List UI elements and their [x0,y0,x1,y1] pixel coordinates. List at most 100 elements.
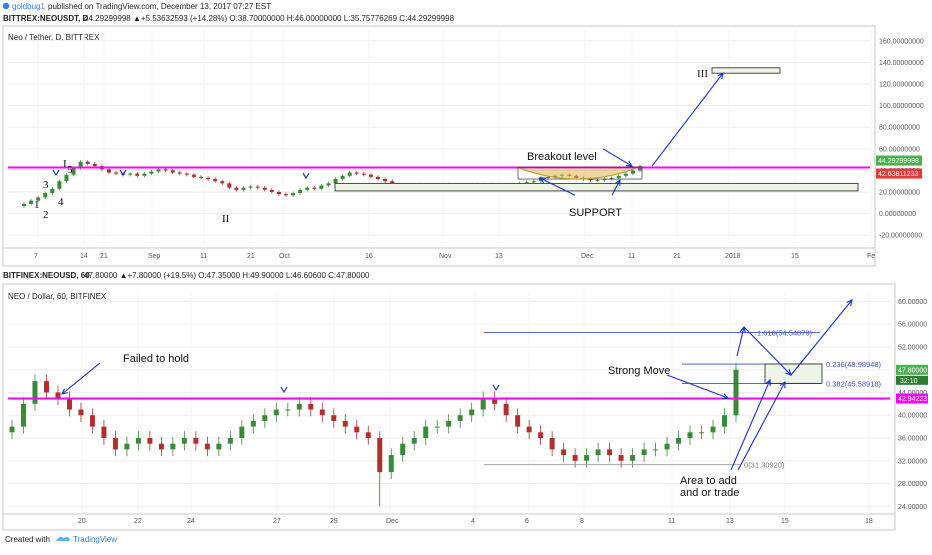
bottom-candle-body [699,432,705,434]
bottom-x-tick-label: 11 [668,518,675,525]
top-candle-body [199,176,204,178]
bottom-candle-body [630,455,636,461]
bottom-candle-body [181,438,187,444]
top-x-tick-label: 13 [495,253,503,260]
top-candle-body [376,176,381,180]
annotation-area-to-add: Area to add [680,475,737,487]
fib-label: 0.236(48.98948) [826,360,882,369]
top-candle-body [524,182,529,184]
bottom-x-tick-label: 15 [781,518,789,525]
bottom-candle-body [135,438,141,444]
bottom-x-tick-label: 27 [273,518,281,525]
cup-shape [519,167,637,180]
bottom-current-price-label: 47.80000 [898,367,927,374]
top-candle-body [114,172,119,174]
top-candle-body [602,179,607,181]
top-pivot-marker [52,169,60,177]
bottom-x-tick-label: 13 [726,518,734,525]
bottom-candle-body [641,449,647,456]
top-candle-body [255,186,260,188]
top-candle-body [383,179,388,182]
top-candle-body [276,192,281,195]
footer-brand[interactable]: TradingView [73,535,117,544]
bottom-x-tick-label: 22 [134,518,142,525]
top-candle-body [595,180,600,182]
top-x-tick-label: Nov [439,253,452,260]
top-candle-body [170,170,175,173]
support-arrow-left-head [538,177,547,184]
bottom-y-tick-label: 36.00000 [898,436,927,443]
fib-label: 0(31.30920) [744,461,785,470]
support-arrow-left [539,177,576,196]
top-candle-body [616,175,621,178]
top-y-tick-label: 20.00000000 [879,190,920,197]
bottom-candle-body [32,381,38,404]
top-symbol: BITTREX:NEOUSDT, D [3,14,89,23]
top-candle-body [283,194,288,196]
bottom-candle-body [400,443,406,456]
bottom-candle-body [308,403,314,410]
bottom-candle-body [526,426,532,433]
top-candle-body [347,172,352,176]
failed-to-hold-arrow-head [61,388,68,395]
bottom-y-tick-label: 40.00000 [898,413,927,420]
top-y-tick-label: -20.00000000 [879,233,922,240]
fib-label: 0.382(45.58918) [826,379,882,388]
top-candle-body [36,197,41,201]
top-quote: 44.29299998 ▲+5.53632593 (+14.28%) O:38.… [84,14,455,23]
area-arrow-left-head [765,378,771,387]
bottom-candle-body [676,438,682,444]
top-chart-title: Neo / Tether, D, BITTREX [8,33,100,42]
top-x-ticks: 7 14 21 Sep 11 21 Oct 16 Nov 13 Dec 11 21 2018 15 Fe [34,253,875,260]
bottom-y-tick-label: 28.00000 [898,481,927,488]
header-published: published on TradingView.com, December 1… [48,2,271,11]
bottom-candle-body [710,426,716,433]
extension-arrow-up [736,326,745,357]
bottom-candle-body [561,449,567,456]
bottom-pivot-marker [280,386,288,394]
bottom-current-price-tag [896,364,928,375]
bottom-candle-body [446,420,452,427]
target-arrow [651,72,724,167]
top-x-tick-label: 15 [791,253,799,260]
top-candle-body [92,163,97,167]
top-y-tick-label: 140.00000000 [879,60,924,67]
bottom-y-tick-label: 60.00000 [898,299,927,306]
bottom-x-tick-label: 4 [471,518,475,525]
bottom-candle-body [480,398,486,410]
bottom-candle-body [733,369,739,416]
header-user[interactable]: goldbug1 [12,2,45,11]
annotation-and-or-trade: and or trade [680,487,739,499]
bottom-candle-body [423,426,429,438]
top-candle-body [57,181,62,189]
top-candle-body [43,193,48,198]
bottom-candle-body [170,443,176,450]
top-grid [8,30,872,246]
bottom-level-label: 42.94223 [898,396,927,403]
top-level-tag [876,168,922,179]
support-zone-box [334,182,859,192]
top-candle-body [142,173,147,176]
top-candle-body [234,187,239,190]
top-candle-body [50,188,55,194]
area-arrow-right [737,381,786,471]
top-candle-body [184,173,189,175]
bottom-y-tick-label: 44.00000 [898,390,927,397]
top-candle-body [326,183,331,186]
top-candle-body [149,171,154,174]
bottom-candle-body [9,426,15,433]
breakout-arrow [602,148,633,167]
bottom-chart-title: NEO / Dollar, 60, BITFINEX [8,292,107,301]
top-pane-frame [2,25,876,267]
top-y-tick-label: 120.00000000 [879,82,924,89]
top-candle-body [220,181,225,184]
bottom-grid [8,290,890,512]
tradingview-cloud-icon [56,537,70,541]
bottom-candle-body [239,426,245,438]
wave-label: III [697,68,708,80]
bottom-candle-body [112,438,118,450]
top-candle-body [22,203,26,207]
top-x-tick-label: Sep [148,253,161,260]
top-candle-body [531,181,536,183]
